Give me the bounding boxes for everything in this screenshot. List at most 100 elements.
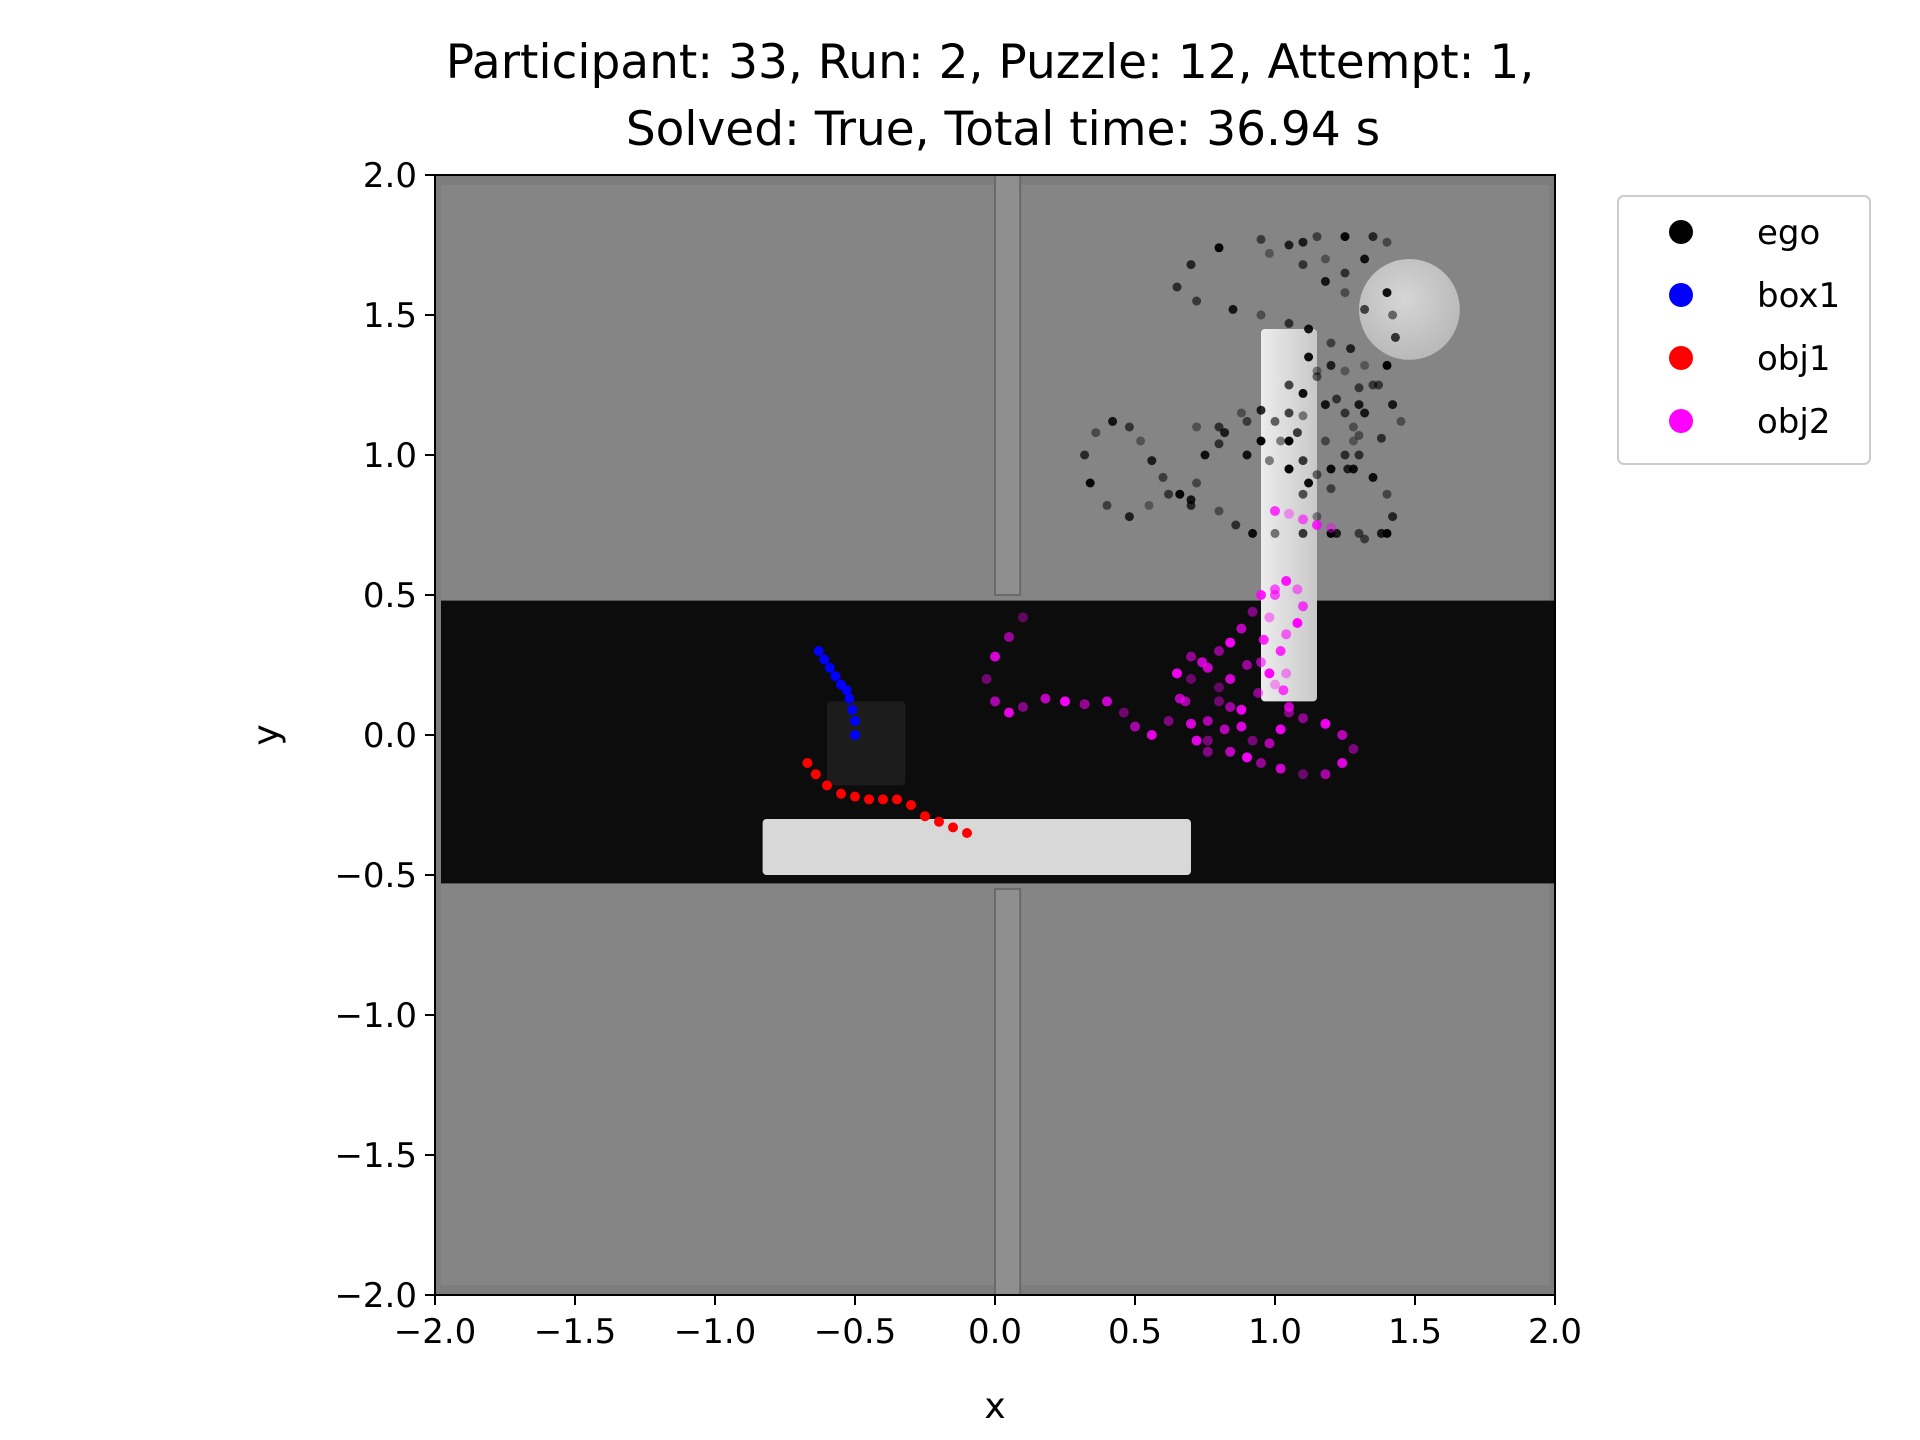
obj2-point	[1275, 724, 1286, 735]
y-tick-label: −1.0	[334, 996, 417, 1036]
ego-point	[1124, 512, 1134, 522]
box1-point	[830, 671, 841, 682]
obj2-point	[1040, 693, 1051, 704]
obj1-point	[822, 780, 832, 791]
obj1-point	[810, 769, 821, 780]
ego-point	[1256, 234, 1266, 244]
obj2-point	[990, 651, 1000, 662]
y-tick-label: 0.0	[363, 716, 417, 756]
obj2-point	[1242, 752, 1252, 763]
ego-point	[1158, 472, 1168, 482]
obj1-point	[878, 794, 888, 805]
legend-label-obj2: obj2	[1757, 402, 1830, 442]
obj2-point	[1202, 746, 1213, 757]
obj2-point	[1191, 735, 1202, 746]
obj2-point	[1018, 702, 1028, 712]
ego-point	[1186, 495, 1196, 505]
ego-point	[1136, 436, 1146, 446]
ego-point	[1284, 318, 1294, 328]
obj2-point	[1219, 724, 1230, 735]
obj2-point	[1284, 702, 1294, 712]
ego-point	[1396, 416, 1406, 426]
obj2-point	[1320, 769, 1331, 780]
obj2-point	[1275, 763, 1286, 774]
obj2-point	[1292, 618, 1303, 628]
divider-wall-bottom	[994, 888, 1022, 1295]
ego-point	[1376, 528, 1386, 538]
obj2-point	[1247, 735, 1258, 746]
legend-marker-obj2	[1669, 409, 1693, 433]
obj2-point	[1312, 520, 1322, 530]
ego-point	[1304, 324, 1314, 334]
ego-point	[1388, 400, 1398, 410]
ego-point	[1348, 422, 1358, 432]
ego-point	[1312, 512, 1322, 522]
ego-point	[1376, 433, 1386, 443]
x-tick-label: −0.5	[814, 1312, 897, 1352]
obj2-point	[981, 674, 992, 684]
ego-point	[1388, 512, 1398, 522]
obj2-point	[1298, 769, 1308, 780]
ego-point	[1298, 528, 1308, 538]
ego-point	[1340, 366, 1350, 376]
scene-background	[435, 175, 1555, 1295]
box1-point	[841, 685, 852, 696]
box1-point	[847, 704, 858, 715]
ego-point	[1326, 528, 1336, 538]
ego-point	[1382, 288, 1392, 298]
ego-point	[1360, 360, 1370, 370]
ego-point	[1304, 478, 1314, 488]
platform-block	[762, 819, 1191, 875]
y-tick-label: −1.5	[334, 1136, 417, 1176]
obj2-point	[1214, 646, 1224, 656]
obj2-point	[1253, 688, 1264, 698]
obj2-point	[1118, 707, 1129, 718]
ego-point	[1264, 248, 1274, 258]
box1-point	[850, 730, 860, 740]
obj2-point	[1298, 713, 1308, 724]
obj2-point	[1258, 634, 1269, 645]
series-obj2	[981, 506, 1359, 780]
obj2-point	[1292, 584, 1303, 595]
ego-point	[1368, 472, 1378, 482]
ego-point	[1292, 428, 1302, 438]
ego-point	[1214, 422, 1224, 432]
ego-point	[1124, 422, 1134, 432]
obj2-point	[1275, 646, 1286, 656]
obj2-point	[1060, 696, 1070, 707]
ego-point	[1312, 366, 1322, 376]
ego-point	[1360, 304, 1370, 314]
obj2-point	[1186, 651, 1196, 662]
ego-point	[1346, 344, 1356, 354]
box1-point	[819, 654, 830, 665]
series-box1	[813, 646, 860, 740]
y-tick-label: 0.5	[363, 576, 417, 616]
divider-wall-top	[994, 175, 1022, 596]
ego-point	[1360, 534, 1370, 544]
ego-point	[1298, 388, 1308, 398]
ego-point	[1236, 408, 1246, 418]
ego-point	[1214, 243, 1224, 253]
obj1-point	[962, 828, 972, 838]
obj2-point	[1264, 612, 1275, 623]
ego-point	[1354, 430, 1364, 440]
y-tick-label: 1.5	[363, 296, 417, 336]
legend-label-obj1: obj1	[1757, 339, 1830, 379]
obj2-point	[1102, 696, 1112, 707]
obj2-point	[1202, 735, 1213, 746]
ego-point	[1388, 310, 1398, 320]
obj2-point	[1202, 716, 1213, 726]
ego-point	[1320, 400, 1330, 410]
legend-label-box1: box1	[1757, 276, 1840, 316]
y-axis: 2.0 1.5 1.0 0.5 0.0 −0.5 −1.0 −1.5 −2.0	[334, 156, 435, 1316]
ego-point	[1354, 400, 1364, 410]
ego-point	[1091, 428, 1101, 438]
goal-disk	[1359, 259, 1460, 360]
ego-point	[1348, 464, 1358, 474]
box1-point	[824, 662, 835, 673]
ego-point	[1200, 450, 1210, 460]
obj2-point	[1242, 660, 1252, 670]
obj2-point	[1225, 746, 1236, 757]
ego-point	[1256, 405, 1266, 415]
